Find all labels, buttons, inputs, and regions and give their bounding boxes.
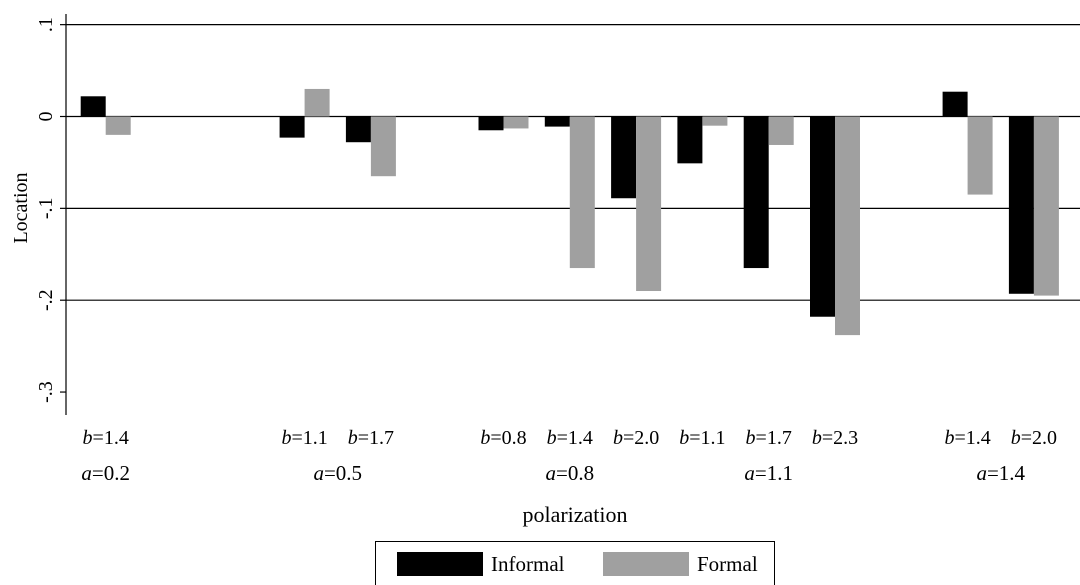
- bar-formal: [967, 116, 993, 195]
- bar-informal: [544, 116, 570, 127]
- legend-swatch-informal: [397, 552, 483, 576]
- bar-informal: [942, 91, 968, 117]
- bar-formal: [1033, 116, 1059, 296]
- bar-formal: [370, 116, 396, 177]
- b-value-label: b=1.4: [547, 427, 593, 449]
- legend-label-informal: Informal: [491, 551, 565, 576]
- x-axis-label: polarization: [522, 502, 627, 527]
- b-value-label: b=1.4: [83, 427, 129, 449]
- bar-informal: [1008, 116, 1034, 294]
- bar-chart: .1 0 -.1 -.2 -.3 Location b=1.4 b=1.1 b=1.7 b=0…: [10, 14, 1080, 527]
- b-value-label: b=2.0: [1011, 427, 1057, 449]
- bar-informal: [478, 116, 504, 131]
- b-value-labels: b=1.4 b=1.1 b=1.7 b=0.8 b=1.4 b=2.0 b=1.1 b=1.7…: [83, 427, 1057, 449]
- b-value-label: b=1.1: [281, 427, 327, 449]
- bar-informal: [279, 116, 305, 138]
- legend-swatch-formal: [603, 552, 689, 576]
- bar-formal: [569, 116, 595, 269]
- y-axis-label: Location: [10, 172, 32, 243]
- bar-informal: [80, 96, 106, 117]
- bar-informal: [611, 116, 637, 199]
- bar-formal: [105, 116, 131, 135]
- bar-formal: [768, 116, 794, 145]
- y-axis-ticks: .1 0 -.1 -.2 -.3: [35, 17, 66, 403]
- bar-formal: [503, 116, 529, 129]
- b-value-label: b=2.0: [613, 427, 659, 449]
- legend-label-formal: Formal: [697, 551, 758, 576]
- bar-formal: [304, 88, 330, 117]
- a-value-labels: a=0.2a=0.5a=0.8a=1.1a=1.4a=1.7: [81, 461, 1025, 485]
- y-tick-label: 0: [35, 112, 57, 122]
- b-value-label: b=1.1: [679, 427, 725, 449]
- b-value-label: b=0.8: [480, 427, 526, 449]
- b-value-label: b=1.7: [746, 427, 792, 449]
- a-value-label: a=1.1: [744, 461, 793, 485]
- bar-informal: [743, 116, 769, 269]
- legend-item-formal: Formal: [603, 551, 758, 577]
- bar-formal: [835, 116, 860, 336]
- bar-informal: [810, 116, 835, 317]
- a-value-label: a=0.2: [81, 461, 130, 485]
- b-value-label: b=2.3: [812, 427, 858, 449]
- legend-item-informal: Informal: [397, 551, 564, 577]
- bar-informal: [677, 116, 703, 164]
- a-value-label: a=1.4: [976, 461, 1025, 485]
- y-tick-label: -.3: [35, 381, 57, 403]
- a-value-label: a=0.5: [313, 461, 362, 485]
- bar-formal: [636, 116, 662, 292]
- y-tick-label: .1: [35, 17, 57, 32]
- b-value-label: b=1.7: [348, 427, 394, 449]
- b-value-label: b=1.4: [944, 427, 990, 449]
- legend: Informal Formal: [375, 541, 775, 585]
- a-value-label: a=0.8: [546, 461, 595, 485]
- bar-informal: [345, 116, 371, 143]
- y-tick-label: -.2: [35, 289, 57, 311]
- bars: [80, 88, 1059, 336]
- y-tick-label: -.1: [35, 198, 57, 220]
- bar-formal: [702, 116, 728, 126]
